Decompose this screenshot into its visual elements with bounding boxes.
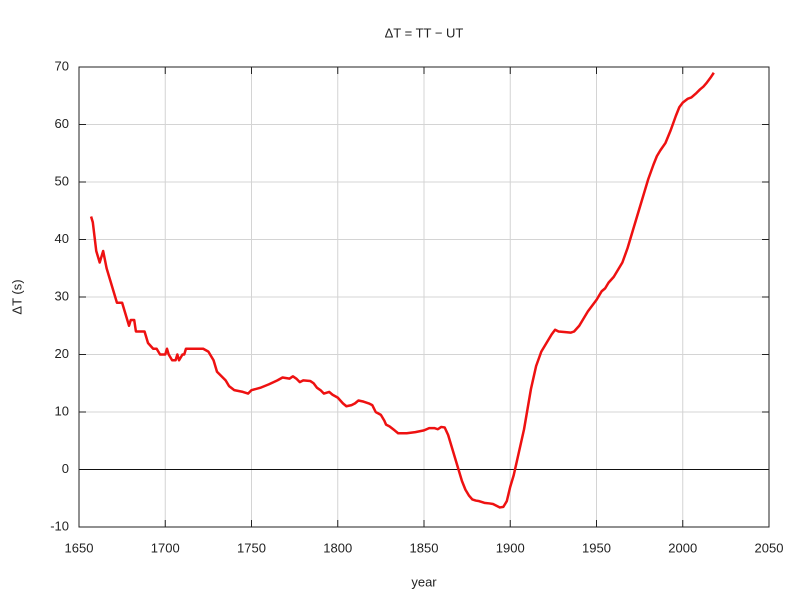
x-tick-label: 1700 <box>151 540 180 555</box>
y-tick-label: 20 <box>55 346 69 361</box>
chart-title: ΔT = TT − UT <box>385 25 464 40</box>
x-tick-label: 2050 <box>755 540 784 555</box>
x-axis-label: year <box>411 574 437 589</box>
plot-frame <box>78 66 770 528</box>
x-tick-label: 1750 <box>237 540 266 555</box>
y-tick-label: 60 <box>55 116 69 131</box>
y-tick-label: 50 <box>55 173 69 188</box>
x-tick-label: 1900 <box>496 540 525 555</box>
x-tick-label: 1950 <box>582 540 611 555</box>
x-tick-label: 1650 <box>65 540 94 555</box>
y-tick-label: -10 <box>50 518 69 533</box>
y-tick-label: 30 <box>55 288 69 303</box>
y-tick-label: 0 <box>62 461 69 476</box>
data-line <box>89 72 715 509</box>
x-tick-label: 1800 <box>323 540 352 555</box>
y-tick-label: 70 <box>55 58 69 73</box>
x-tick-label: 2000 <box>668 540 697 555</box>
y-axis-label: ΔT (s) <box>9 279 24 314</box>
y-tick-label: 10 <box>55 403 69 418</box>
y-tick-label: 40 <box>55 231 69 246</box>
x-tick-label: 1850 <box>410 540 439 555</box>
